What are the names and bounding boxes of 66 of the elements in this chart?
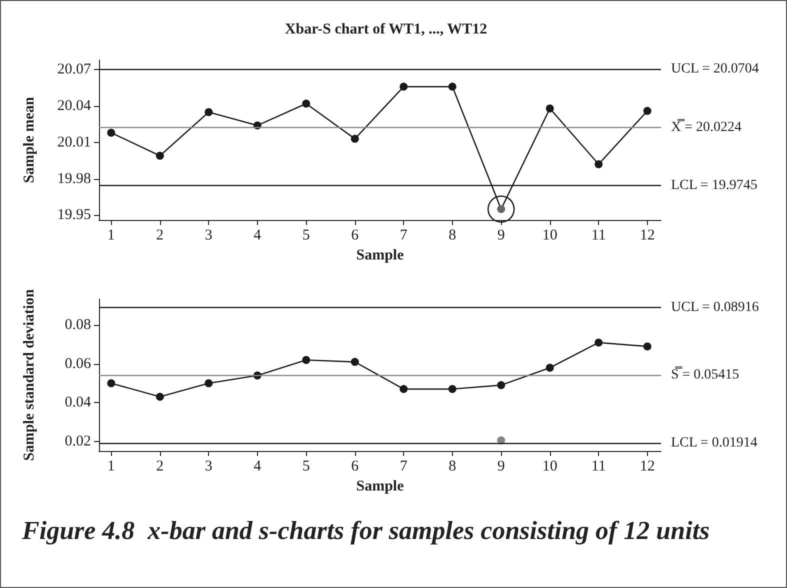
x-tick-label: 1: [107, 458, 115, 474]
y-tick-label: 20.04: [57, 98, 92, 114]
y-tick-label: 20.01: [57, 134, 91, 150]
point: [107, 379, 116, 388]
x-tick-label: 8: [448, 228, 456, 244]
x-tick-label: 5: [302, 458, 310, 474]
x-tick-label: 6: [351, 458, 360, 474]
point: [156, 392, 164, 401]
point: [400, 385, 408, 394]
x-axis-title: Sample: [356, 478, 404, 494]
y-tick-label: 0.04: [64, 394, 92, 411]
point: [156, 152, 164, 160]
point: [302, 100, 310, 108]
point: [643, 106, 652, 115]
y-tick-label: 0.02: [64, 433, 91, 450]
ref-line-label: LCL = 19.9745: [671, 178, 758, 193]
point: [204, 379, 213, 388]
x-tick-label: 2: [156, 228, 164, 244]
point: [497, 381, 506, 390]
x-tick-label: 2: [156, 458, 164, 474]
point: [107, 128, 116, 137]
point: [204, 108, 213, 116]
ref-line-label: UCL = 20.0704: [671, 62, 759, 77]
caption: Figure 4.8 x-bar and s-charts for samples consisting of 12 units: [22, 516, 710, 546]
y-tick-label: 0.06: [64, 356, 92, 372]
x-tick-label: 9: [497, 458, 505, 474]
x-tick-label: 6: [351, 228, 360, 244]
y-tick-label: 19.98: [57, 170, 91, 187]
x-tick-label: 4: [254, 458, 262, 474]
y-axis-title: Sample mean: [22, 96, 38, 184]
point: [546, 364, 554, 372]
point: [448, 82, 456, 91]
x-tick-label: 8: [448, 458, 456, 474]
point: [643, 342, 652, 350]
x-tick-label: 7: [400, 228, 408, 244]
x-tick-label: 3: [204, 228, 212, 244]
point: [350, 134, 359, 143]
x-tick-label: 5: [302, 228, 310, 244]
x-axis-title: Sample: [356, 248, 404, 264]
x-tick-label: 3: [204, 458, 212, 474]
y-tick-label: 19.95: [57, 207, 91, 224]
x-tick-label: 11: [591, 228, 606, 244]
x-tick-label: 12: [640, 458, 655, 474]
point: [546, 104, 554, 112]
x-tick-label: 10: [542, 228, 558, 244]
chart-title: Xbar-S chart of WT1, ..., WT12: [284, 22, 488, 38]
x-tick-label: 11: [591, 458, 606, 474]
x-tick-label: 4: [254, 228, 262, 244]
y-tick-label: 20.07: [57, 62, 92, 78]
point: [594, 160, 603, 168]
ref-line-label: S̿ = 0.05415: [671, 366, 740, 383]
point: [594, 338, 603, 347]
ref-line-label: X̿ = 20.0224: [671, 118, 742, 135]
ref-line-label: UCL = 0.08916: [671, 300, 759, 315]
x-tick-label: 12: [640, 228, 655, 244]
point: [448, 385, 456, 394]
x-tick-label: 1: [107, 228, 115, 244]
point: [302, 356, 310, 364]
ref-line-label: LCL = 0.01914: [671, 435, 758, 450]
point: [400, 82, 408, 91]
y-axis-title: Sample standard deviation: [22, 288, 38, 461]
y-tick-label: 0.08: [64, 317, 91, 334]
x-tick-label: 10: [542, 458, 558, 474]
x-tick-label: 7: [400, 458, 408, 474]
point: [350, 358, 359, 366]
x-tick-label: 9: [497, 228, 505, 244]
